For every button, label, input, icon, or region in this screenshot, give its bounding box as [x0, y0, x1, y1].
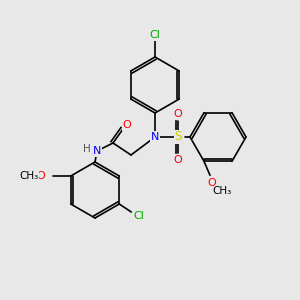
Text: Cl: Cl: [134, 211, 145, 221]
Text: N: N: [151, 132, 159, 142]
Text: O: O: [123, 120, 131, 130]
Text: N: N: [93, 146, 101, 156]
Text: CH₃: CH₃: [19, 171, 38, 181]
Text: CH₃: CH₃: [212, 186, 232, 196]
Text: Cl: Cl: [150, 30, 160, 40]
Text: O: O: [174, 109, 182, 119]
Text: O: O: [208, 178, 216, 188]
Text: O: O: [174, 155, 182, 165]
Text: H: H: [83, 144, 91, 154]
Text: S: S: [174, 130, 182, 143]
Text: O: O: [36, 171, 45, 181]
